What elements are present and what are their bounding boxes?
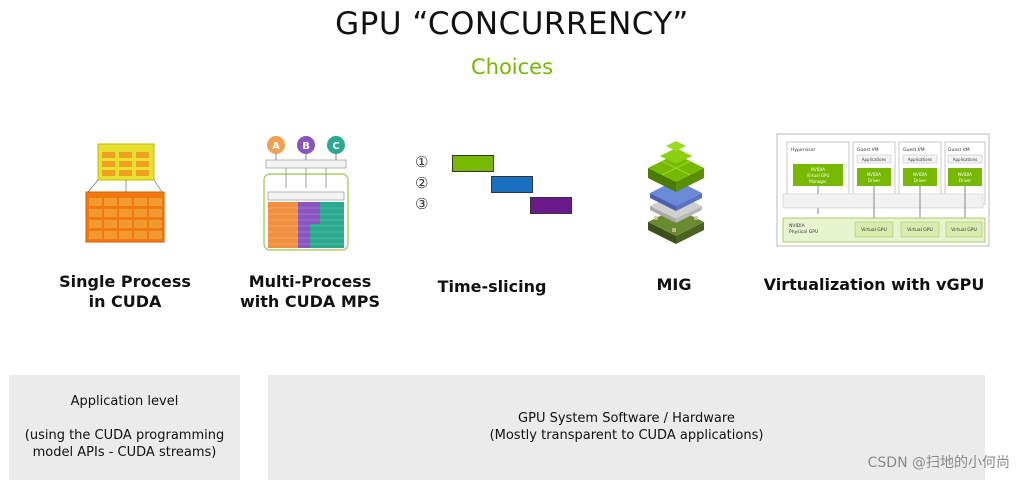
label-time-slicing: Time-slicing (422, 277, 562, 297)
timeslice-bar-2 (491, 176, 533, 193)
virtual-gpu-label-3: Virtual GPU (951, 227, 977, 233)
label-single-process: Single Process in CUDA (45, 272, 205, 312)
application-level-line-1: Application level (70, 394, 179, 409)
watermark: CSDN @扫地的小何尚 (867, 455, 1010, 471)
label-single-process-line-2: in CUDA (88, 292, 162, 311)
client-c-label: C (332, 141, 339, 152)
system-software-line-2: (Mostly transparent to CUDA applications… (489, 428, 764, 443)
virtual-gpu-label-2: Virtual GPU (907, 227, 933, 233)
slide-subtitle: Choices (470, 55, 554, 79)
driver-line-1a: NVIDIA (867, 172, 881, 177)
hypervisor-label: Hypervisor (791, 147, 816, 153)
applications-label-1: Applications (862, 157, 886, 162)
client-b-label: B (302, 141, 310, 152)
application-level-line-4: model APIs - CUDA streams) (32, 445, 217, 460)
driver-line-3a: NVIDIA (958, 172, 972, 177)
driver-line-1b: Driver (868, 178, 881, 183)
single-process-illustration (85, 143, 165, 243)
applications-label-3: Applications (953, 157, 977, 162)
physical-gpu-line-1: NVIDIA (789, 223, 806, 229)
application-level-line-3: (using the CUDA programming (24, 428, 225, 443)
timeslice-bar-3 (530, 197, 572, 214)
vgpu-illustration: Hypervisor NVIDIA Virtual GPU Manager Gu… (776, 133, 990, 247)
driver-line-2b: Driver (914, 178, 927, 183)
client-a-label: A (272, 141, 280, 152)
label-vgpu: Virtualization with vGPU (762, 275, 986, 295)
client-c (327, 136, 345, 154)
application-level-line-2 (9, 410, 240, 427)
mps-illustration: A B C (263, 136, 349, 251)
label-mps-line-2: with CUDA MPS (239, 292, 380, 311)
mig-illustration (648, 141, 704, 244)
applications-label-2: Applications (908, 157, 932, 162)
label-time-slicing-line-1: Time-slicing (437, 277, 547, 296)
label-mig: MIG (634, 275, 714, 295)
vgpu-manager-line-3: Manager (809, 179, 827, 184)
timeslice-bar-1 (452, 155, 494, 172)
system-software-box: GPU System Software / Hardware (Mostly t… (268, 375, 985, 480)
label-mig-line-1: MIG (656, 275, 692, 294)
slide-title: GPU “CONCURRENCY” (335, 6, 689, 42)
driver-line-2a: NVIDIA (913, 172, 927, 177)
guest-vm-label-1: Guest VM (857, 147, 879, 153)
label-mps-line-1: Multi-Process (248, 272, 372, 291)
client-b (297, 136, 315, 154)
timeslice-marker-3: ③ (415, 195, 429, 213)
label-mps: Multi-Process with CUDA MPS (225, 272, 395, 312)
guest-vm-label-3: Guest VM (948, 147, 970, 153)
vgpu-manager-line-2: Virtual GPU (807, 173, 830, 178)
virtual-gpu-label-1: Virtual GPU (861, 227, 887, 233)
label-single-process-line-1: Single Process (59, 272, 191, 291)
guest-vm-label-2: Guest VM (903, 147, 925, 153)
timeslice-marker-2: ② (415, 174, 429, 192)
timeslice-marker-1: ① (415, 153, 429, 171)
application-level-box: Application level (using the CUDA progra… (9, 375, 240, 480)
driver-line-3b: Driver (959, 178, 972, 183)
vgpu-manager-line-1: NVIDIA (811, 167, 825, 172)
label-vgpu-line-1: Virtualization with vGPU (763, 275, 985, 294)
client-a (267, 136, 285, 154)
system-software-line-1: GPU System Software / Hardware (518, 411, 735, 426)
physical-gpu-line-2: Physical GPU (789, 229, 818, 235)
